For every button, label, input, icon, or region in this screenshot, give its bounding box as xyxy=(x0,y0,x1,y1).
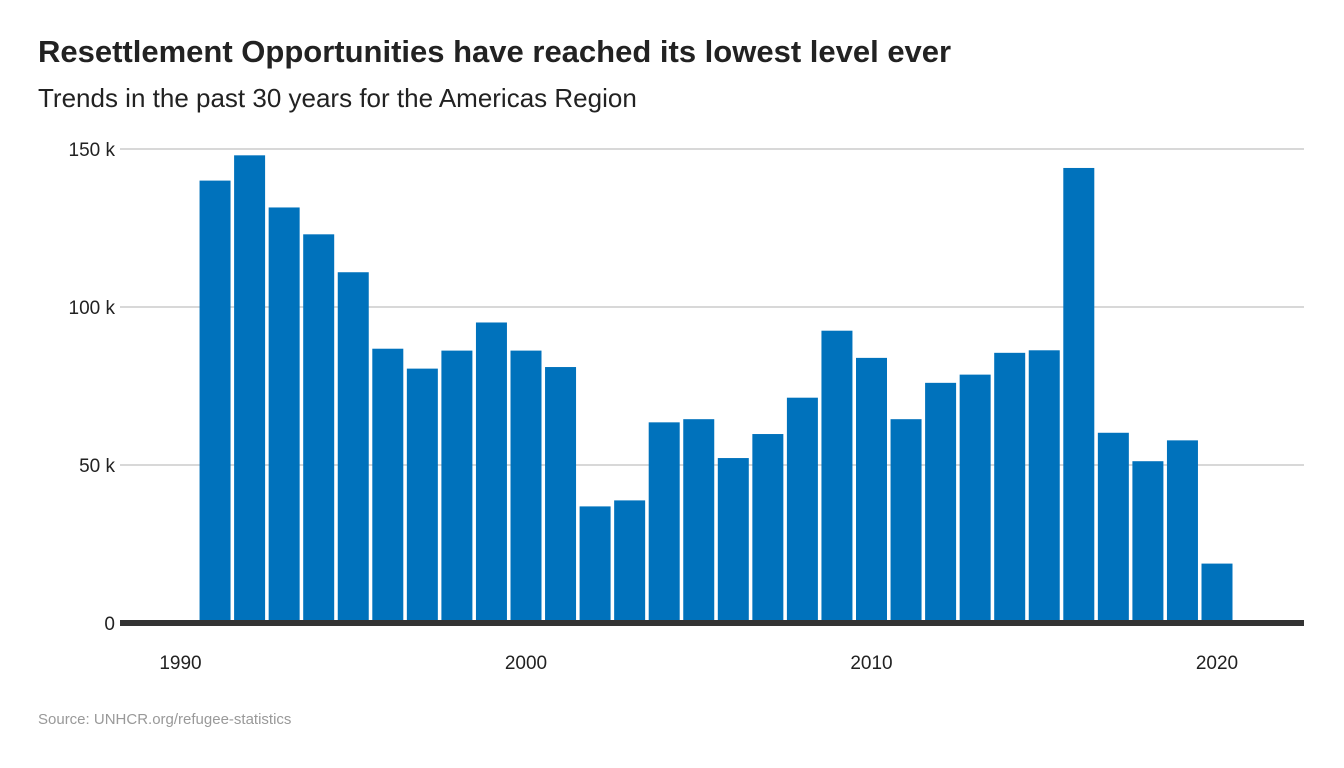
bar-1993 xyxy=(268,207,300,623)
bar-2015 xyxy=(1028,350,1060,623)
bar-2012 xyxy=(925,382,957,623)
bar-2008 xyxy=(786,397,818,623)
y-tick-label: 100 k xyxy=(69,298,116,319)
bar-2000 xyxy=(510,350,542,623)
bar-2009 xyxy=(821,330,853,623)
y-axis: 0 50 k 100 k 150 k xyxy=(69,140,116,635)
chart-subtitle: Trends in the past 30 years for the Amer… xyxy=(38,83,637,113)
bar-2004 xyxy=(648,422,680,623)
chart-title: Resettlement Opportunities have reached … xyxy=(38,34,952,69)
bar-2010 xyxy=(856,357,887,623)
bar-chart: 0 50 k 100 k 150 k 1990 2000 2010 2020 xyxy=(69,140,1304,674)
bar-2017 xyxy=(1097,432,1129,623)
bar-2001 xyxy=(545,367,577,623)
bar-2002 xyxy=(579,506,611,623)
x-tick-label: 2020 xyxy=(1196,653,1238,674)
bar-1994 xyxy=(303,234,335,623)
bar-1991 xyxy=(199,180,231,623)
bar-2013 xyxy=(959,374,991,623)
bar-2005 xyxy=(683,419,715,623)
bar-2014 xyxy=(994,352,1026,623)
bar-1998 xyxy=(441,350,473,623)
source-note: Source: UNHCR.org/refugee-statistics xyxy=(38,711,292,728)
x-tick-label: 2000 xyxy=(505,653,547,674)
bar-1995 xyxy=(337,272,369,623)
bar-1992 xyxy=(234,155,266,623)
bar-1999 xyxy=(475,322,507,623)
x-tick-label: 2010 xyxy=(850,653,892,674)
bar-2011 xyxy=(890,419,922,623)
y-tick-label: 0 xyxy=(104,614,115,635)
bar-1997 xyxy=(406,368,438,623)
bar-2007 xyxy=(752,434,784,623)
bar-2018 xyxy=(1132,461,1164,623)
x-tick-label: 1990 xyxy=(159,653,201,674)
bars xyxy=(199,155,1233,623)
bar-2003 xyxy=(614,500,646,623)
bar-1996 xyxy=(372,348,404,623)
bar-2020 xyxy=(1201,563,1233,623)
x-axis: 1990 2000 2010 2020 xyxy=(159,653,1238,674)
y-tick-label: 150 k xyxy=(69,140,116,161)
bar-2016 xyxy=(1063,167,1095,623)
bar-2019 xyxy=(1166,440,1198,623)
y-tick-label: 50 k xyxy=(79,456,115,477)
bar-2006 xyxy=(717,458,749,623)
